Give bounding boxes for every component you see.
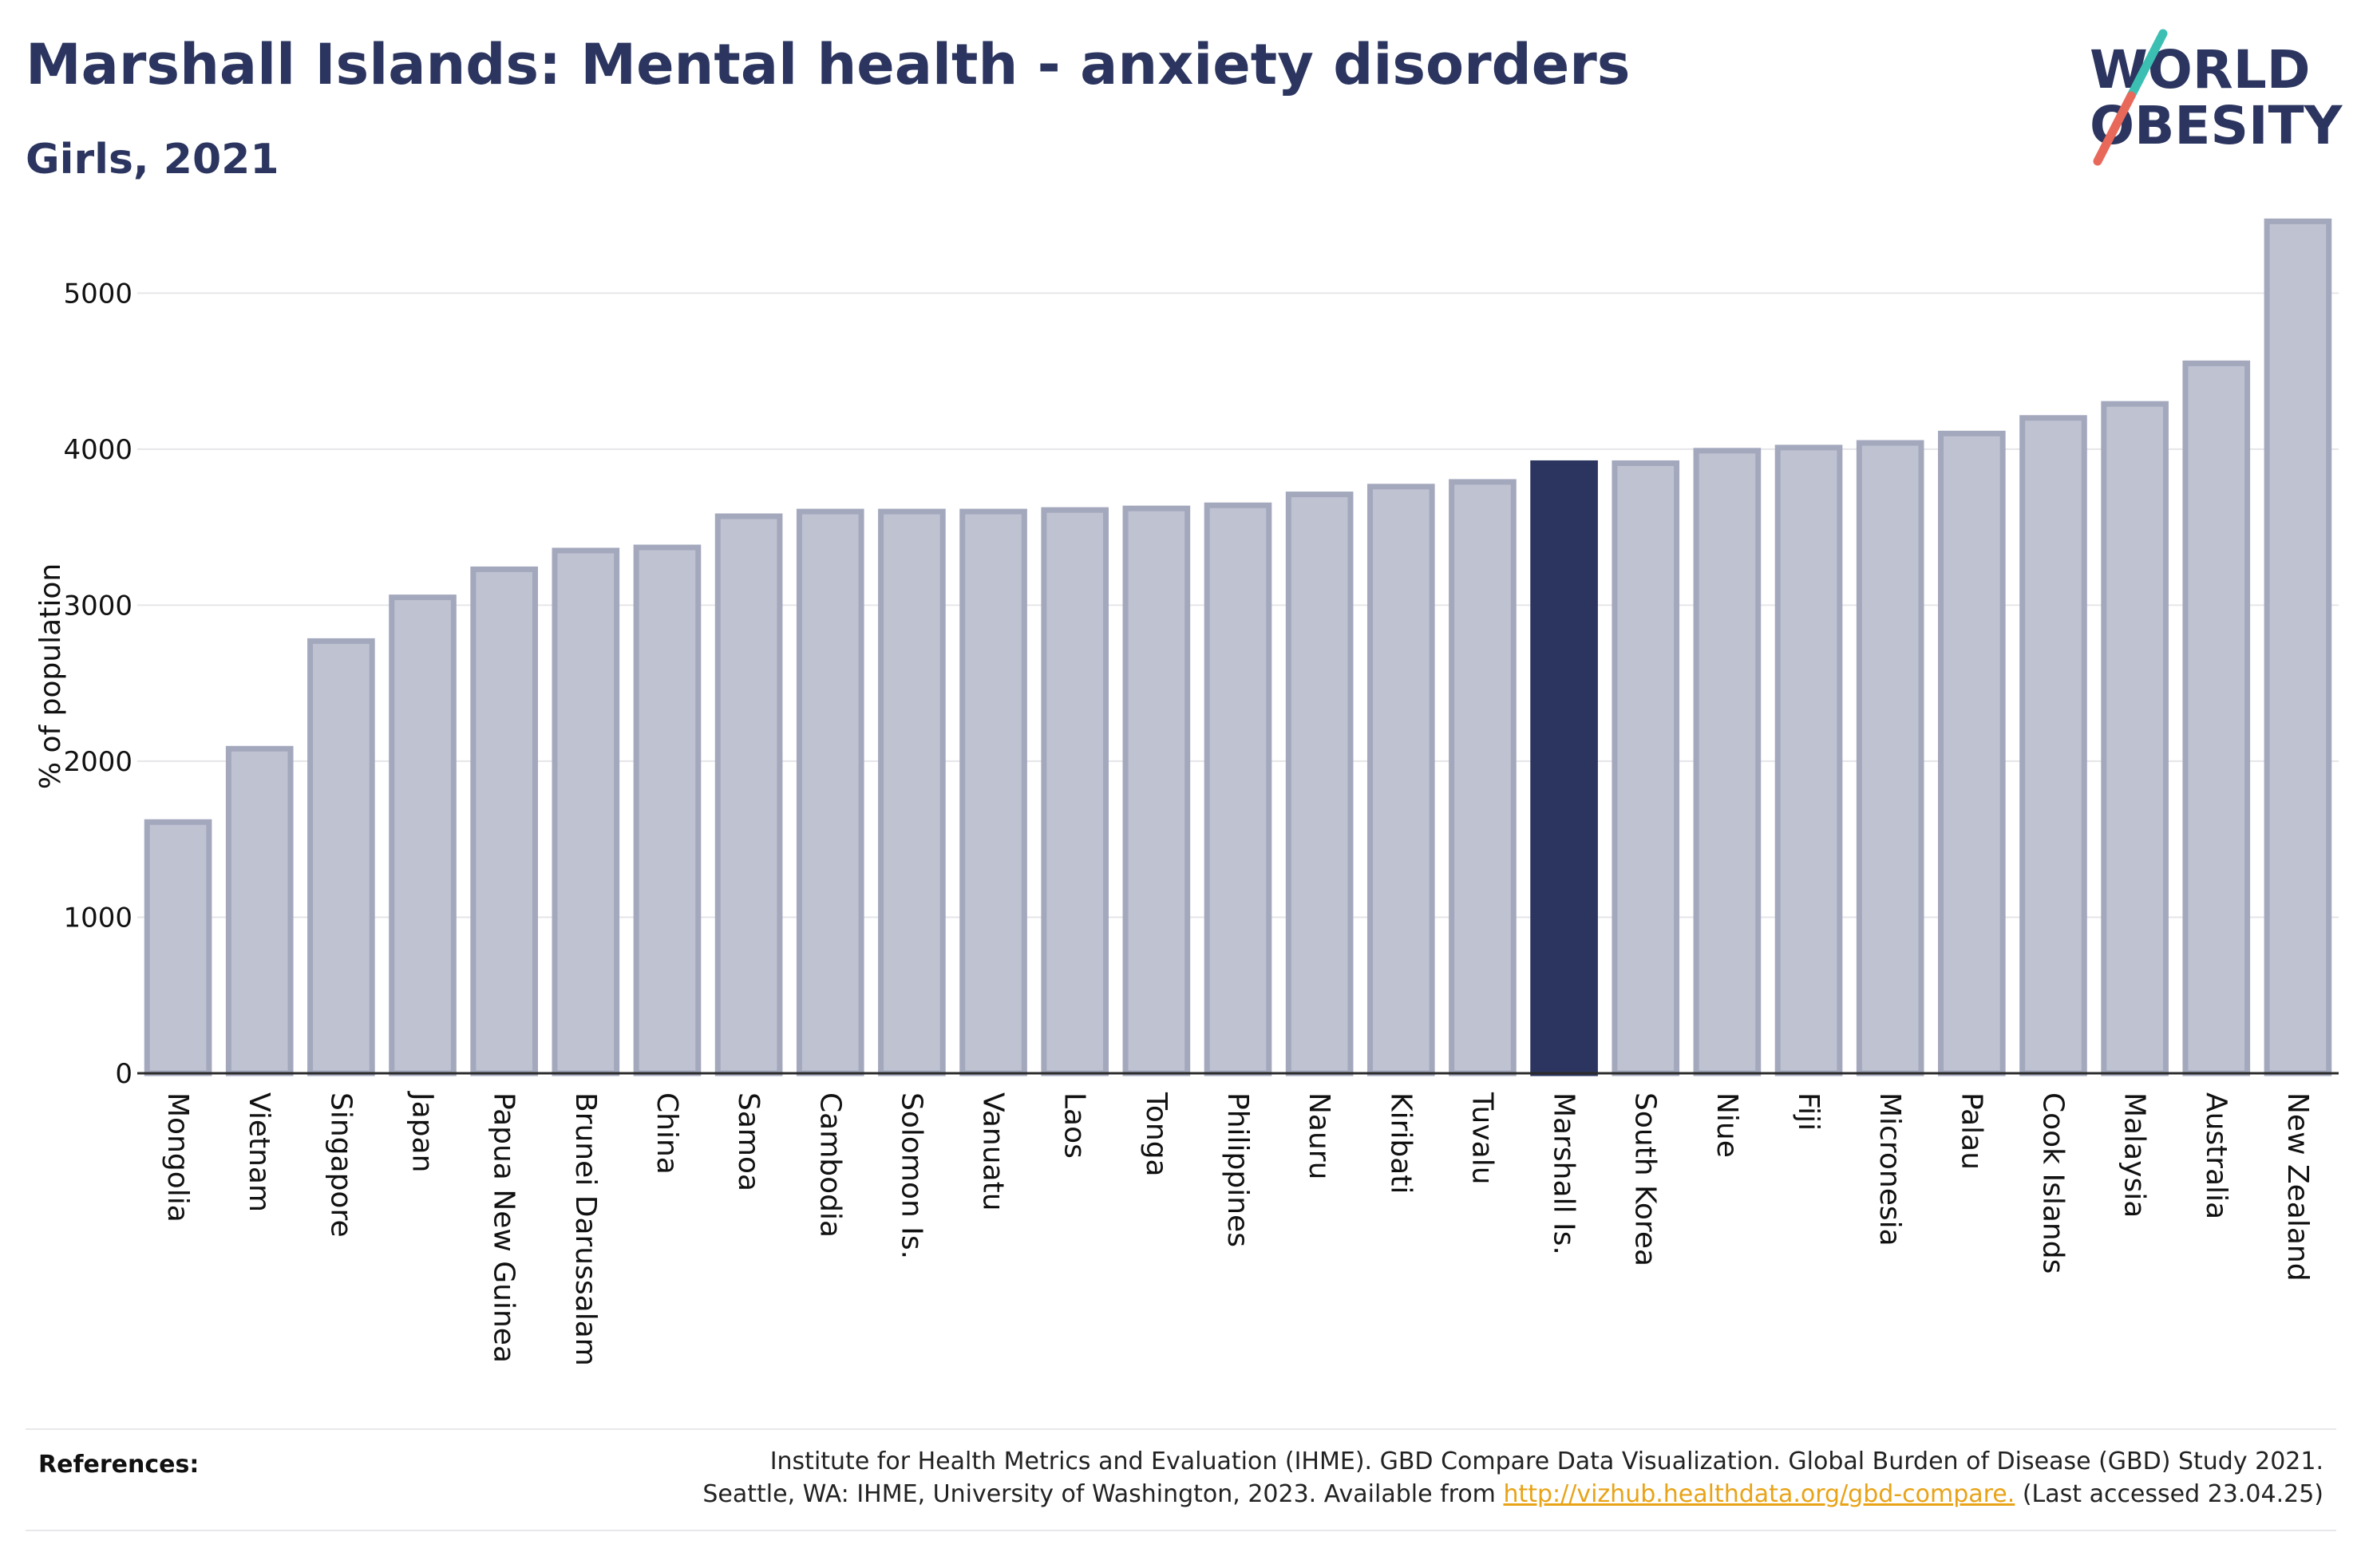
logo-slash-teal	[2126, 29, 2168, 101]
bar-australia	[2182, 360, 2251, 1076]
x-tick-label: Tuvalu	[1465, 1092, 1498, 1185]
bar-laos	[1041, 507, 1109, 1076]
x-tick-label: Micronesia	[1873, 1092, 1906, 1246]
logo-slash-coral	[2093, 91, 2136, 166]
bar-papua-new-guinea	[470, 566, 538, 1076]
bar-tuvalu	[1449, 479, 1517, 1076]
bar-vanuatu	[959, 508, 1027, 1076]
x-tick-label: China	[651, 1092, 683, 1175]
reference-link[interactable]: http://vizhub.healthdata.org/gbd-compare…	[1503, 1479, 2015, 1508]
bar-micronesia	[1856, 440, 1924, 1076]
bar-philippines	[1204, 502, 1272, 1076]
y-tick-label: 4000	[63, 434, 132, 466]
x-tick-label: Philippines	[1221, 1092, 1254, 1247]
x-axis-tick-labels: Mongolia Vietnam Singapore Japan Papua New G…	[161, 1091, 2314, 1366]
y-axis-label: % of population	[34, 563, 67, 789]
bar-china	[633, 544, 702, 1076]
x-tick-label: Australia	[2200, 1092, 2232, 1219]
x-tick-label: Mongolia	[161, 1092, 194, 1222]
bar-tonga	[1122, 505, 1191, 1076]
x-tick-label: Marshall Is.	[1548, 1092, 1580, 1255]
bar-marshall-is	[1530, 460, 1598, 1076]
reference-line-1: Institute for Health Metrics and Evaluat…	[769, 1448, 2323, 1475]
x-tick-label: Samoa	[732, 1092, 765, 1191]
bar-mongolia	[144, 819, 212, 1076]
bar-solomon-is	[878, 508, 946, 1076]
x-tick-label: Malaysia	[2118, 1092, 2151, 1218]
x-tick-label: Vanuatu	[977, 1092, 1010, 1211]
references-footer: References: Institute for Health Metrics…	[26, 1428, 2336, 1531]
chart-subtitle: Girls, 2021	[26, 136, 279, 184]
bar-cambodia	[796, 508, 864, 1076]
bar-japan	[389, 594, 457, 1076]
x-tick-label: Niue	[1710, 1092, 1743, 1158]
bar-chart: 0 1000 2000 3000 4000 5000 Mongolia Vietnam Sin…	[34, 218, 2339, 1366]
x-tick-label: Singapore	[324, 1092, 357, 1238]
x-tick-label: Fiji	[1792, 1092, 1825, 1131]
chart-title: Marshall Islands: Mental health - anxiet…	[26, 32, 1631, 97]
x-tick-label: Cook Islands	[2036, 1092, 2069, 1274]
x-tick-label: Nauru	[1303, 1092, 1335, 1179]
bars	[144, 218, 2332, 1076]
x-tick-label: Solomon Is.	[895, 1092, 927, 1259]
bar-kiribati	[1366, 484, 1435, 1076]
x-tick-label: Brunei Darussalam	[569, 1092, 602, 1366]
x-tick-label: Papua New Guinea	[488, 1092, 520, 1363]
y-tick-label: 0	[115, 1058, 132, 1090]
bar-malaysia	[2101, 401, 2169, 1076]
y-tick-label: 5000	[63, 278, 132, 310]
x-tick-label: Palau	[1955, 1092, 1987, 1170]
bar-samoa	[714, 513, 783, 1076]
bar-vietnam	[225, 745, 294, 1076]
x-tick-label: South Korea	[1629, 1092, 1662, 1266]
y-tick-label: 2000	[63, 746, 132, 778]
x-tick-label: New Zealand	[2281, 1092, 2314, 1282]
bar-new-zealand	[2264, 218, 2332, 1076]
y-axis-ticks: 0 1000 2000 3000 4000 5000	[63, 278, 132, 1090]
bar-south-korea	[1612, 460, 1680, 1076]
reference-line-2: Seattle, WA: IHME, University of Washing…	[702, 1479, 2323, 1511]
bar-palau	[1938, 430, 2006, 1076]
x-tick-label: Tonga	[1140, 1092, 1173, 1177]
reference-line-2-suffix: (Last accessed 23.04.25)	[2015, 1479, 2323, 1508]
logo-line-obesity: OBESITY	[2090, 95, 2343, 156]
world-obesity-logo: WORLD OBESITY	[2090, 29, 2343, 166]
references-text: Institute for Health Metrics and Evaluat…	[702, 1446, 2323, 1511]
bar-brunei-darussalam	[552, 547, 620, 1076]
bar-nauru	[1285, 492, 1354, 1076]
bar-niue	[1693, 448, 1762, 1076]
bar-cook-islands	[2019, 415, 2087, 1076]
x-tick-label: Japan	[406, 1091, 439, 1172]
y-tick-label: 3000	[63, 590, 132, 622]
references-label: References:	[38, 1451, 200, 1479]
x-tick-label: Vietnam	[243, 1092, 275, 1212]
y-tick-label: 1000	[63, 902, 132, 934]
x-tick-label: Kiribati	[1384, 1092, 1417, 1194]
logo-line-world: WORLD	[2090, 39, 2311, 101]
bar-singapore	[307, 638, 375, 1076]
reference-line-2-prefix: Seattle, WA: IHME, University of Washing…	[702, 1479, 1504, 1508]
x-tick-label: Laos	[1058, 1092, 1091, 1159]
bar-fiji	[1774, 444, 1843, 1076]
x-tick-label: Cambodia	[813, 1092, 846, 1238]
